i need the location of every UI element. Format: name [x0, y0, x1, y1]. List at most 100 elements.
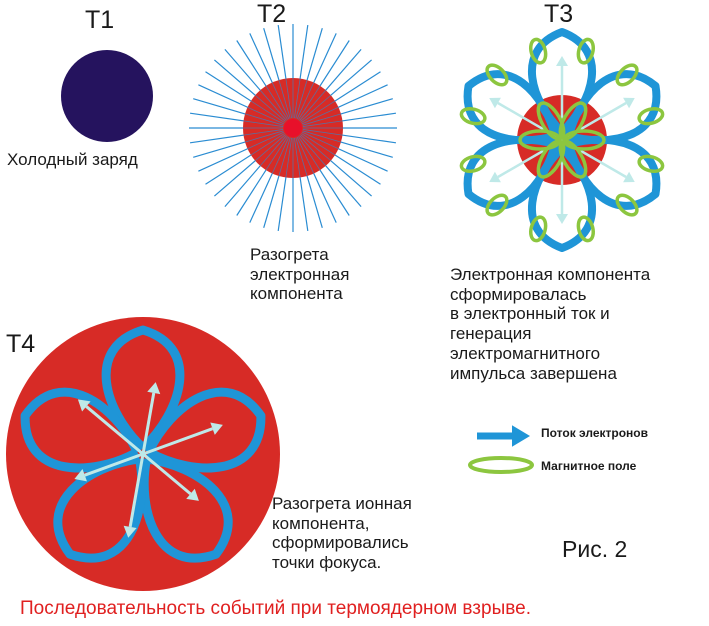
electron-ray-inner [299, 135, 327, 167]
electron-ray-inner [301, 131, 339, 150]
electron-ray-inner [243, 129, 284, 136]
electron-loop [463, 70, 559, 145]
electron-flow-arrow-head [556, 56, 568, 66]
electron-flow-arrow [141, 392, 156, 455]
stage-t2-graphic [189, 24, 397, 232]
magnetic-ring-outer [637, 106, 665, 126]
electron-ray-inner [294, 78, 301, 119]
electron-flow-arrow-head [623, 171, 635, 183]
electron-flow-arrow-head [623, 97, 635, 109]
electron-flow-arrow [84, 452, 144, 477]
stage-t4-caption: Разогрета ионная компонента, сформировал… [272, 494, 412, 573]
electron-ray-inner [247, 106, 285, 125]
magnetic-ring-outer [576, 37, 596, 65]
electron-ray-inner [301, 133, 336, 156]
stage-t3-caption: Электронная компонента сформировалась в … [450, 265, 651, 383]
electron-flow-arrow-head [186, 488, 199, 501]
electron-flow-arrow [142, 452, 192, 496]
electron-flow-arrow [142, 427, 214, 456]
electron-ray-inner [278, 79, 291, 119]
magnetic-ring-outer [637, 154, 665, 174]
electron-ray-inner [285, 78, 292, 119]
electron-loop [20, 387, 142, 473]
electron-ray-inner [295, 79, 308, 119]
magnetic-ring-outer [576, 215, 596, 243]
stage-t3-graphic [459, 28, 665, 252]
figure-label: Рис. 2 [562, 536, 628, 562]
legend-magnetic-ring [468, 456, 534, 474]
electron-flow-arrow [128, 453, 145, 528]
electron-ray-inner [254, 134, 286, 162]
electron-loop [144, 387, 266, 473]
stage-t1-graphic [61, 50, 153, 142]
stage-t2-caption: Разогрета электронная компонента [250, 245, 350, 304]
electron-ray-inner [296, 82, 315, 120]
magnetic-ring-outer [459, 154, 487, 174]
electron-flow-arrow-head [77, 399, 91, 412]
electron-ray-inner [254, 94, 286, 122]
core-center-dot [284, 119, 302, 137]
legend-electron-flow-arrow-head [512, 425, 530, 447]
electron-ray-inner [285, 137, 292, 178]
electron-flow-arrow [85, 405, 144, 456]
electron-ray-inner [243, 120, 284, 127]
electron-flow-arrow-head [210, 422, 223, 435]
electron-loop [53, 454, 147, 563]
stage-t2-title: T2 [257, 0, 287, 28]
electron-ray-inner [250, 100, 285, 123]
electron-ray-inner [302, 113, 342, 126]
stage-t4-graphic [6, 317, 280, 591]
footer-caption: Последовательность событий при термоядер… [20, 598, 531, 619]
electron-loop [139, 454, 233, 563]
legend-magnetic-field-label: Магнитное поле [541, 459, 637, 473]
cold-charge-circle [61, 50, 153, 142]
electron-ray-inner [300, 134, 332, 162]
electron-ray-inner [301, 106, 339, 125]
magnetic-ring-outer [528, 215, 548, 243]
stage-t1-caption: Холодный заряд [7, 150, 138, 169]
electron-ray-inner [302, 130, 342, 143]
magnetic-ring-outer [528, 37, 548, 65]
electron-ray-inner [298, 85, 321, 120]
stage-t1-title: T1 [85, 6, 115, 34]
magnetic-ring-outer [615, 63, 639, 87]
electron-flow-arrow-head [74, 469, 87, 482]
legend-graphic [468, 425, 534, 474]
electron-ray-inner [302, 120, 343, 127]
electron-ray-inner [259, 135, 287, 167]
electron-ray-inner [247, 131, 285, 150]
electron-ray-inner [298, 136, 321, 171]
electron-flow-arrow-head [489, 97, 501, 109]
magnetic-ring-outer [485, 63, 509, 87]
magnetic-ring-outer [459, 106, 487, 126]
electron-flow-arrow-head [556, 214, 568, 224]
electron-ray-inner [265, 85, 288, 120]
stage-t3-title: T3 [544, 0, 574, 28]
electron-ray-inner [271, 136, 290, 174]
legend-electron-flow-label: Поток электронов [541, 426, 649, 440]
magnetic-ring-inner [536, 101, 566, 141]
electron-ray-inner [265, 136, 288, 171]
electron-flow-arrow-head [123, 525, 137, 538]
electron-ray-inner [301, 100, 336, 123]
electron-ray-inner [271, 82, 290, 120]
electron-ray-inner [299, 89, 327, 121]
electron-ray-inner [295, 137, 308, 177]
magnetic-ring-outer [615, 193, 639, 217]
magnetic-ring-outer [485, 193, 509, 217]
electron-ray-inner [250, 133, 285, 156]
stage-t4-title: T4 [6, 330, 36, 358]
electron-flow-arrow-head [147, 382, 161, 395]
electron-ray-inner [278, 137, 291, 177]
electron-ray-inner [244, 130, 284, 143]
electron-ray-inner [296, 136, 315, 174]
electron-ray-inner [259, 89, 287, 121]
electron-ray-inner [302, 129, 343, 136]
electron-loop [101, 325, 185, 452]
electron-ray-inner [244, 113, 284, 126]
electron-flow-arrow-head [489, 171, 501, 183]
electron-ray-inner [300, 94, 332, 122]
electron-ray-inner [294, 137, 301, 178]
